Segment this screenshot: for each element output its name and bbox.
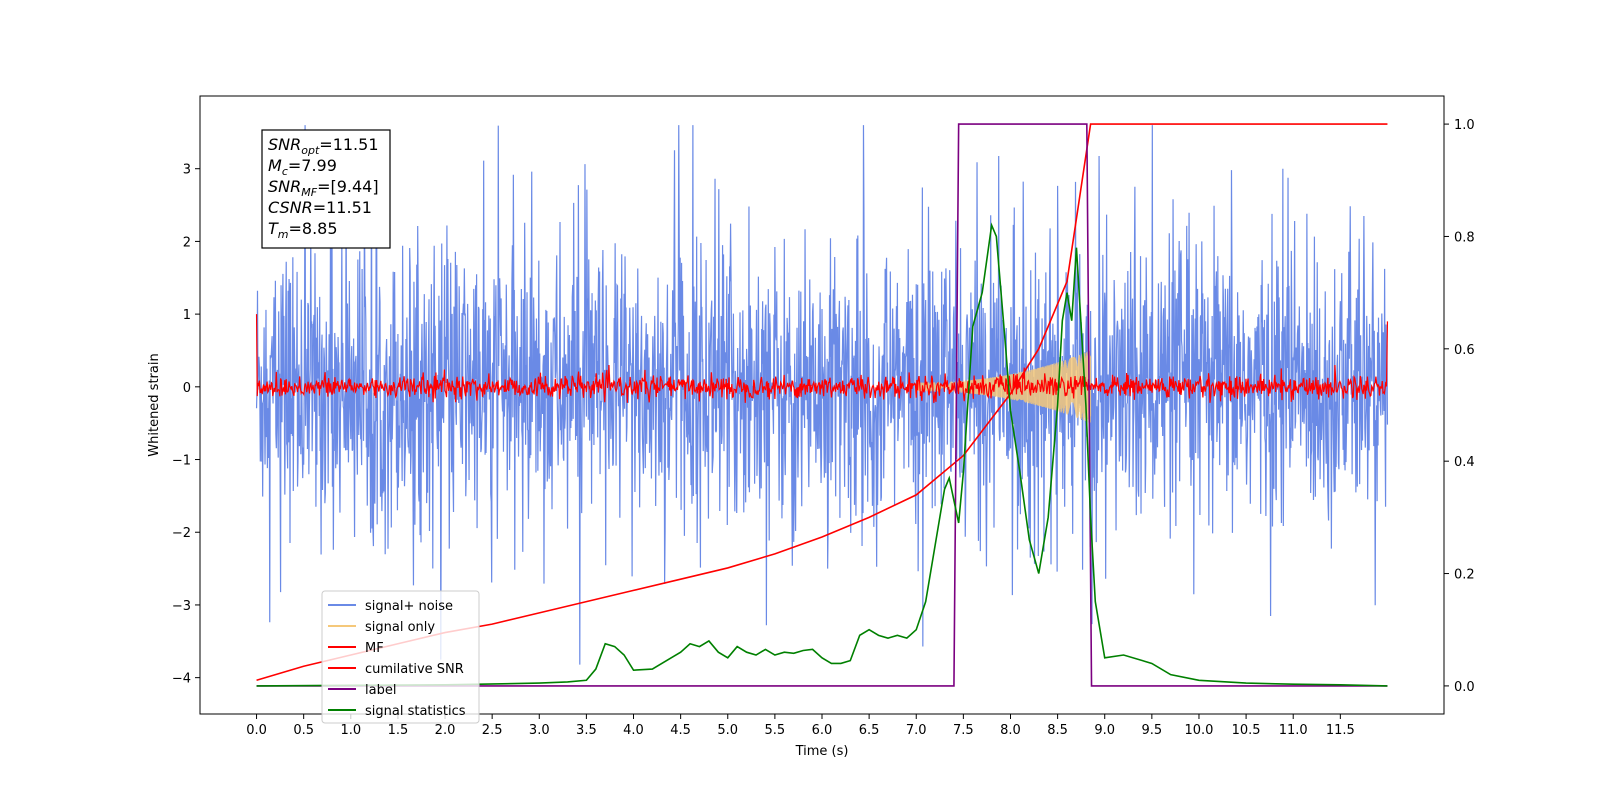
x-tick-label: 8.5 <box>1047 723 1068 738</box>
mf-layer <box>255 314 1389 403</box>
x-tick-label: 0.0 <box>246 723 267 738</box>
x-tick-label: 11.0 <box>1279 723 1308 738</box>
x-tick-label: 6.5 <box>859 723 880 738</box>
x-tick-label: 7.0 <box>906 723 927 738</box>
x-tick-label: 11.5 <box>1326 723 1355 738</box>
legend-label: signal statistics <box>365 704 466 719</box>
stats-line: CSNR=11.51 <box>268 198 372 217</box>
y2-tick-label: 0.2 <box>1454 568 1475 583</box>
x-axis-label: Time (s) <box>795 744 849 759</box>
x-tick-label: 4.0 <box>623 723 644 738</box>
stats-line: Tm=8.85 <box>268 219 338 241</box>
y2-tick-label: 0.0 <box>1454 680 1475 695</box>
signal-layer <box>915 350 1092 423</box>
stats-box-frame <box>261 129 391 249</box>
x-tick-label: 10.0 <box>1184 723 1213 738</box>
stats-line: Mc=7.99 <box>268 156 337 178</box>
series-signal-only-line <box>915 350 1092 423</box>
legend-label: cumilative SNR <box>365 662 464 677</box>
x-tick-label: 1.5 <box>388 723 409 738</box>
y-axis-left: 3 2 1 0 −1 −2 −3 −4 <box>172 163 200 687</box>
y2-tick-label: 0.4 <box>1454 455 1475 470</box>
y-tick-label: −1 <box>172 454 191 469</box>
x-tick-label: 7.5 <box>953 723 974 738</box>
x-tick-label: 2.5 <box>482 723 503 738</box>
y-axis-right: 1.0 0.8 0.6 0.4 0.2 0.0 <box>1444 118 1475 695</box>
y2-tick-label: 1.0 <box>1454 118 1475 133</box>
y-tick-label: −3 <box>172 599 191 614</box>
x-tick-label: 9.0 <box>1094 723 1115 738</box>
legend-label: MF <box>365 641 384 656</box>
series-signal-noise-line <box>255 125 1389 665</box>
x-tick-label: 0.5 <box>293 723 314 738</box>
x-tick-label: 3.0 <box>529 723 550 738</box>
x-tick-label: 5.5 <box>765 723 786 738</box>
x-tick-label: 5.0 <box>717 723 738 738</box>
y-axis-label: Whitened strain <box>147 353 162 456</box>
y-tick-label: 2 <box>183 235 191 250</box>
noise-layer <box>255 125 1389 665</box>
x-tick-label: 1.0 <box>340 723 361 738</box>
legend-frame <box>321 590 480 724</box>
x-axis: 0.0 0.5 1.0 1.5 2.0 2.5 3.0 3.5 4.0 4.5 5.0 5.5 6.0 6… <box>246 714 1355 738</box>
y-tick-label: 0 <box>183 381 191 396</box>
y-tick-label: 3 <box>183 163 191 178</box>
legend-label: signal only <box>365 620 435 635</box>
legend-label: label <box>365 683 396 698</box>
x-tick-label: 4.5 <box>670 723 691 738</box>
series-signal-statistics-line <box>256 222 1388 687</box>
x-tick-label: 6.0 <box>812 723 833 738</box>
x-tick-label: 2.0 <box>435 723 456 738</box>
x-tick-label: 8.0 <box>1000 723 1021 738</box>
x-tick-label: 9.5 <box>1142 723 1163 738</box>
legend: signal+ noise signal only MF cumilative SNR… <box>321 590 480 724</box>
y-tick-label: −2 <box>172 526 191 541</box>
y2-tick-label: 0.6 <box>1454 343 1475 358</box>
stats-line: SNRMF=[9.44] <box>268 177 379 199</box>
y-tick-label: −4 <box>172 672 191 687</box>
stats-line: SNRopt=11.51 <box>268 135 379 157</box>
y-tick-label: 1 <box>183 308 191 323</box>
stats-annotation-box: SNRopt=11.51Mc=7.99SNRMF=[9.44]CSNR=11.5… <box>261 129 391 249</box>
legend-label: signal+ noise <box>365 599 453 614</box>
x-tick-label: 3.5 <box>576 723 597 738</box>
y2-tick-label: 0.8 <box>1454 230 1475 245</box>
x-tick-label: 10.5 <box>1232 723 1261 738</box>
series-mf-line <box>255 314 1389 403</box>
series-label-line <box>256 123 1388 687</box>
